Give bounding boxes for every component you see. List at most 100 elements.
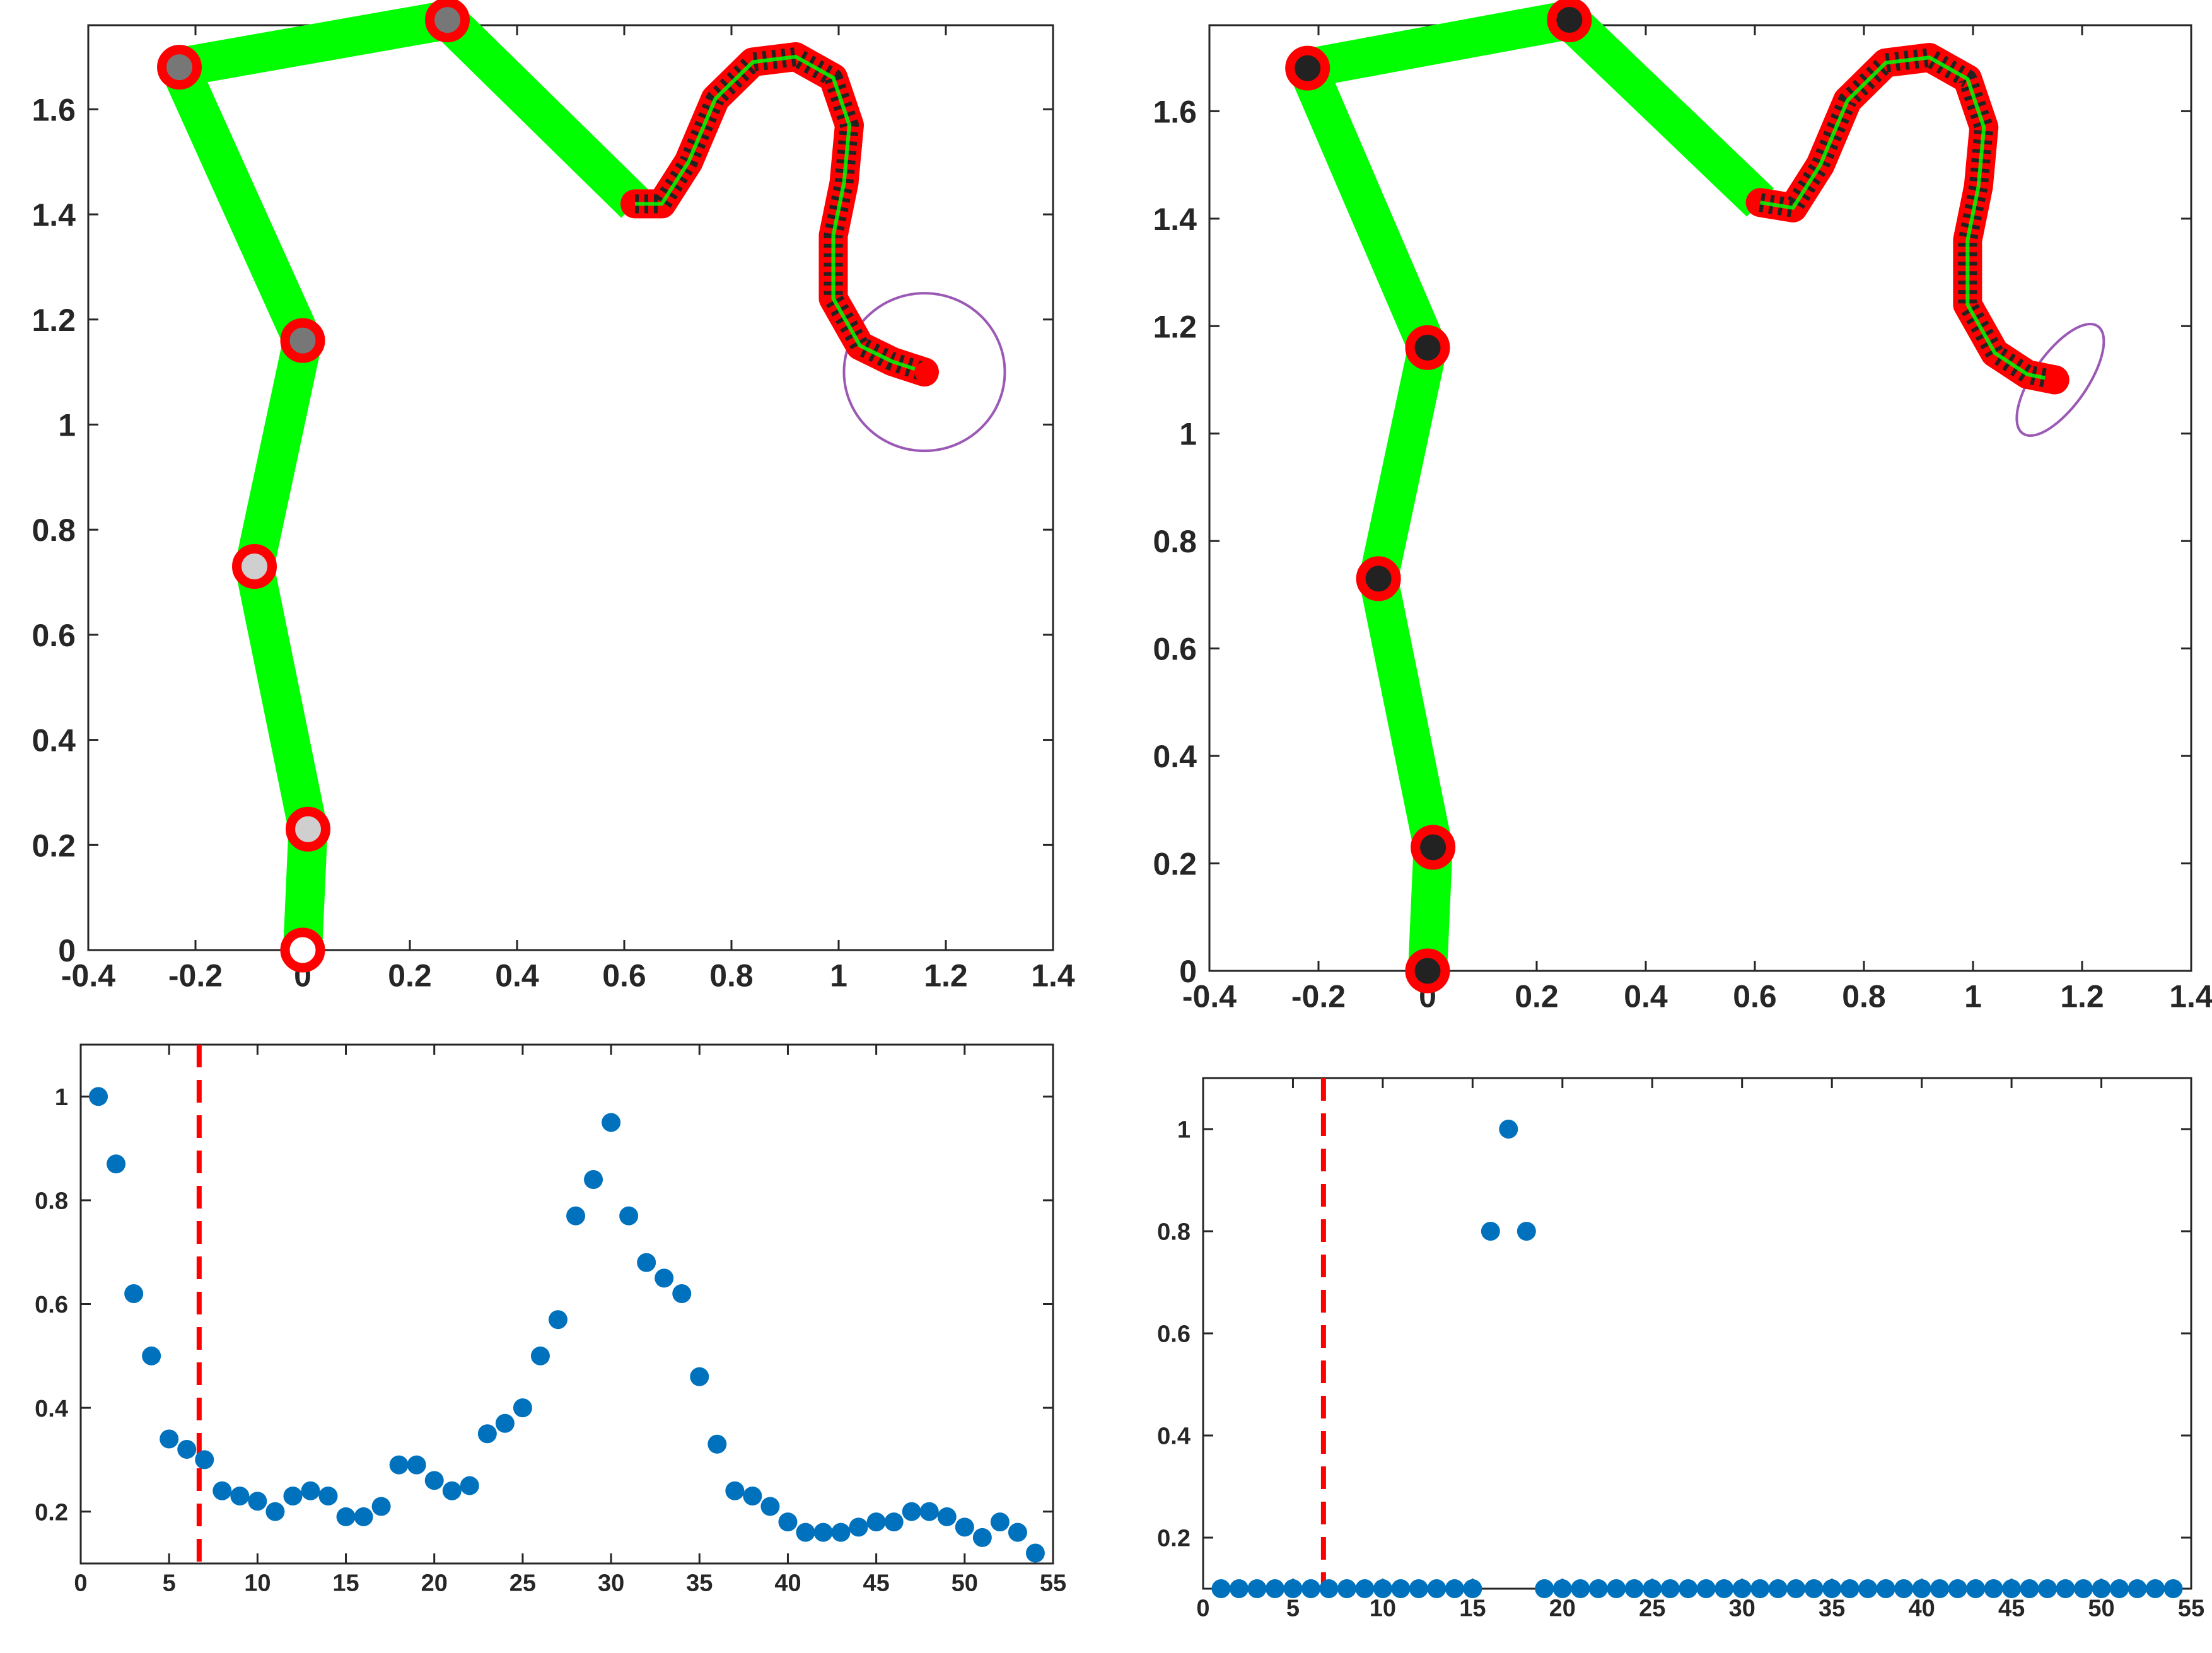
data-point bbox=[318, 1487, 338, 1506]
joint bbox=[157, 45, 202, 90]
x-tick-label: 20 bbox=[421, 1570, 448, 1597]
x-tick-label: -0.4 bbox=[61, 958, 115, 994]
x-tick-label: 1.4 bbox=[2169, 979, 2212, 1014]
data-point bbox=[1516, 1222, 1536, 1241]
data-point bbox=[2038, 1579, 2058, 1598]
data-point bbox=[89, 1087, 108, 1106]
x-tick-label: 1.4 bbox=[1031, 958, 1075, 994]
y-tick-label: 0.8 bbox=[35, 1188, 68, 1215]
data-point bbox=[1858, 1579, 1878, 1598]
data-point bbox=[1624, 1579, 1644, 1598]
data-point bbox=[248, 1492, 267, 1511]
rigid-link bbox=[235, 336, 322, 571]
data-point bbox=[1894, 1579, 1914, 1598]
x-tick-label: 20 bbox=[1549, 1596, 1576, 1622]
data-point bbox=[160, 1429, 179, 1449]
data-point bbox=[301, 1481, 320, 1500]
y-tick-label: 0 bbox=[58, 933, 76, 968]
data-point bbox=[124, 1284, 144, 1304]
x-tick-label: 50 bbox=[2088, 1596, 2114, 1622]
data-point bbox=[1660, 1579, 1680, 1598]
data-point bbox=[1535, 1579, 1554, 1598]
x-tick-label: 45 bbox=[1998, 1596, 2025, 1622]
data-point bbox=[177, 1439, 197, 1459]
data-point bbox=[1283, 1579, 1303, 1598]
data-point bbox=[1319, 1579, 1339, 1598]
data-point bbox=[2110, 1579, 2129, 1598]
y-tick-label: 0.6 bbox=[35, 1292, 68, 1318]
data-point bbox=[2092, 1579, 2111, 1598]
data-point bbox=[265, 1502, 285, 1521]
y-tick-label: 1.4 bbox=[32, 197, 76, 233]
data-point bbox=[283, 1487, 303, 1506]
y-tick-label: 0.2 bbox=[32, 828, 76, 863]
data-point bbox=[1912, 1579, 1931, 1598]
y-tick-label: 1.6 bbox=[1153, 94, 1197, 129]
joint bbox=[280, 318, 325, 363]
data-point bbox=[778, 1512, 798, 1532]
x-tick-label: 5 bbox=[163, 1570, 176, 1597]
data-point bbox=[1499, 1120, 1518, 1139]
joint bbox=[1411, 825, 1456, 870]
rigid-link bbox=[433, 6, 649, 218]
rigid-link bbox=[1556, 6, 1774, 217]
data-point bbox=[655, 1268, 674, 1288]
data-point bbox=[354, 1507, 373, 1526]
data-point bbox=[107, 1154, 126, 1174]
y-tick-label: 0.2 bbox=[35, 1499, 68, 1526]
x-tick-label: 1.2 bbox=[924, 958, 968, 994]
x-tick-label: -0.4 bbox=[1182, 979, 1237, 1014]
x-tick-label: 5 bbox=[1286, 1596, 1300, 1622]
data-point bbox=[1714, 1579, 1734, 1598]
data-point bbox=[1463, 1579, 1482, 1598]
data-point bbox=[690, 1367, 709, 1386]
data-point bbox=[619, 1206, 639, 1226]
data-point bbox=[407, 1455, 426, 1475]
data-point bbox=[1696, 1579, 1716, 1598]
joint bbox=[1405, 325, 1450, 370]
x-tick-label: 0.2 bbox=[1515, 979, 1559, 1014]
data-point bbox=[495, 1413, 515, 1433]
continuum-backbone bbox=[1760, 55, 2056, 382]
data-point bbox=[1732, 1579, 1752, 1598]
scatter-plot-left: 0 5 10 15 20 25 30 35 40 45 50 55 0.2 0.4 0.6 0.8 1 bbox=[35, 1043, 1066, 1597]
data-point bbox=[1948, 1579, 1967, 1598]
data-point bbox=[725, 1481, 745, 1500]
x-tick-label: 0.8 bbox=[709, 958, 754, 994]
data-point bbox=[1355, 1579, 1375, 1598]
data-point bbox=[1373, 1579, 1392, 1598]
y-tick-label: 1 bbox=[1177, 1117, 1190, 1144]
x-tick-label: 50 bbox=[952, 1570, 978, 1597]
x-tick-label: 1.2 bbox=[2060, 979, 2104, 1014]
data-point bbox=[1409, 1579, 1428, 1598]
data-point bbox=[530, 1346, 550, 1366]
data-point bbox=[1445, 1579, 1464, 1598]
data-point bbox=[1025, 1543, 1045, 1563]
x-tick-label: 1 bbox=[830, 958, 847, 994]
joint bbox=[232, 544, 277, 589]
y-tick-label: 1 bbox=[1179, 417, 1197, 452]
data-point bbox=[707, 1434, 727, 1454]
data-point bbox=[1966, 1579, 1986, 1598]
data-point bbox=[1588, 1579, 1608, 1598]
data-point bbox=[1552, 1579, 1572, 1598]
x-tick-label: 25 bbox=[1639, 1596, 1665, 1622]
data-point bbox=[371, 1497, 391, 1516]
data-point bbox=[1822, 1579, 1842, 1598]
data-point bbox=[389, 1455, 409, 1475]
data-point bbox=[1840, 1579, 1860, 1598]
x-tick-label: 0.4 bbox=[1624, 979, 1668, 1014]
x-tick-label: 40 bbox=[1908, 1596, 1935, 1622]
joint bbox=[1356, 556, 1401, 601]
x-tick-label: 1 bbox=[1964, 979, 1982, 1014]
data-point bbox=[1804, 1579, 1824, 1598]
data-point bbox=[548, 1310, 568, 1330]
data-point bbox=[937, 1507, 957, 1526]
robot-arm-plot-left: -0.4 -0.2 0 0.2 0.4 0.6 0.8 1 1.2 1.400.20.40.60.… bbox=[32, 0, 1075, 994]
y-tick-label: 1 bbox=[55, 1084, 68, 1111]
x-tick-label: 0.2 bbox=[388, 958, 432, 994]
y-tick-label: 0.4 bbox=[35, 1396, 68, 1422]
data-point bbox=[2163, 1579, 2183, 1598]
data-point bbox=[584, 1169, 603, 1189]
